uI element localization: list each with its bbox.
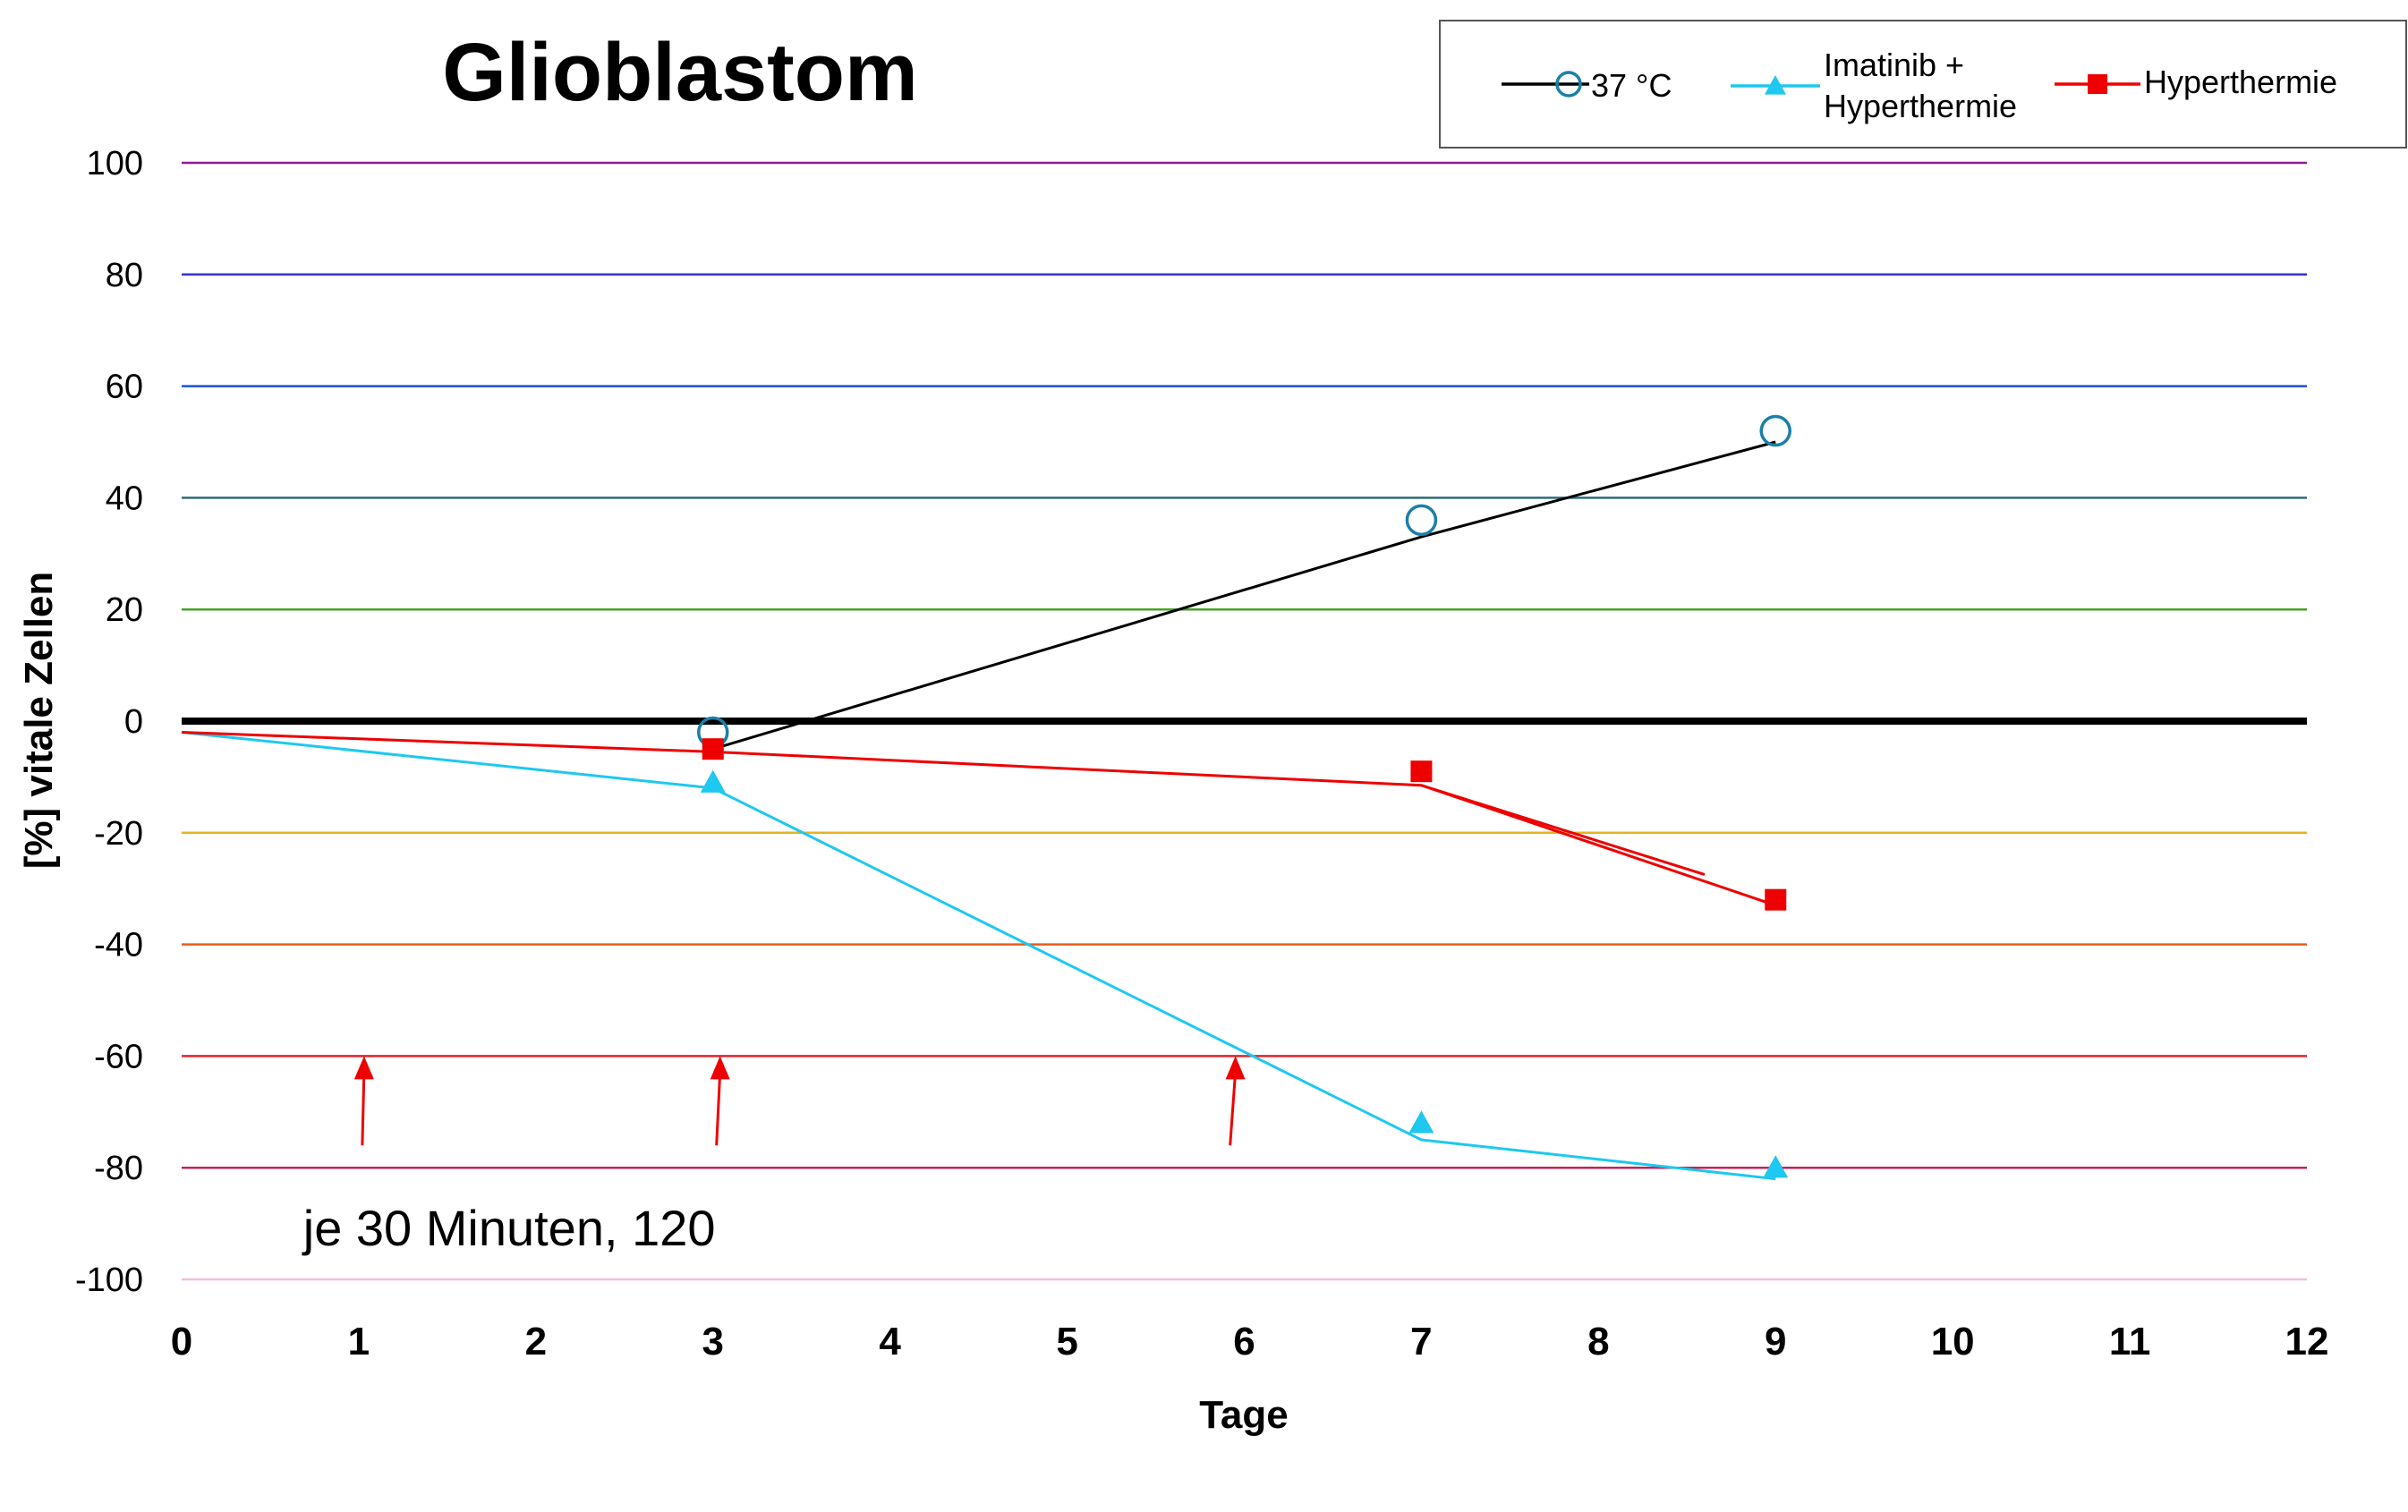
data-point xyxy=(2088,74,2107,94)
legend-label: Hyperthermie xyxy=(1824,88,2017,124)
x-tick-label: 11 xyxy=(2109,1320,2151,1363)
series-lines xyxy=(181,440,1776,1181)
legend-label: Imatinib + xyxy=(1824,47,1964,83)
y-tick-label: -60 xyxy=(94,1038,143,1075)
legend: 37 °C Imatinib + Hyperthermie Hyperthermie xyxy=(1439,20,2407,149)
treatment-arrow xyxy=(710,1056,730,1146)
annotation-text: je 30 Minuten, 120 xyxy=(302,1200,716,1256)
data-point xyxy=(1765,888,1787,911)
x-tick-label: 4 xyxy=(879,1320,901,1363)
x-tick-label: 10 xyxy=(1931,1320,1975,1363)
legend-entry: 37 °C xyxy=(1502,67,1672,104)
data-point xyxy=(1405,504,1438,537)
y-tick-label: -20 xyxy=(94,815,143,853)
x-tick-label: 6 xyxy=(1233,1320,1255,1363)
legend-label: 37 °C xyxy=(1591,67,1672,104)
treatment-arrow xyxy=(353,1056,374,1146)
y-axis-ticks: 100 80 60 40 20 0 -20 -40 -60 -80 -100 xyxy=(75,145,143,1299)
data-point xyxy=(1555,71,1582,98)
chart-title: Glioblastom xyxy=(442,27,918,118)
x-axis-ticks: 0 1 2 3 4 5 6 7 8 9 10 11 12 xyxy=(171,1320,2329,1363)
x-tick-label: 12 xyxy=(2285,1320,2329,1363)
y-tick-label: 80 xyxy=(106,257,143,294)
series-markers xyxy=(697,414,1791,1178)
legend-entry: Imatinib + Hyperthermie xyxy=(1731,47,2017,124)
x-tick-label: 0 xyxy=(171,1320,192,1363)
data-point xyxy=(700,769,726,793)
y-tick-label: 20 xyxy=(106,591,143,629)
y-tick-label: 60 xyxy=(106,369,143,406)
series-line xyxy=(712,440,1776,751)
x-axis-label: Tage xyxy=(1199,1393,1288,1437)
arrow-shaft xyxy=(715,1072,722,1146)
x-tick-label: 3 xyxy=(702,1320,724,1363)
y-tick-label: 100 xyxy=(87,145,143,183)
treatment-arrow xyxy=(1225,1056,1246,1146)
gridlines xyxy=(182,161,2307,1281)
arrow-head xyxy=(710,1056,730,1080)
data-point xyxy=(702,738,724,760)
y-axis-label: [%] vitale Zellen xyxy=(17,572,61,870)
arrow-shaft xyxy=(1229,1072,1238,1146)
arrow-head xyxy=(1225,1056,1246,1080)
data-point xyxy=(1410,760,1433,783)
arrow-shaft xyxy=(361,1072,366,1146)
data-point xyxy=(1759,414,1791,447)
series-line-extra xyxy=(1420,784,1706,877)
y-tick-label: -100 xyxy=(75,1261,143,1299)
x-tick-label: 1 xyxy=(348,1320,370,1363)
y-tick-label: -40 xyxy=(94,927,143,964)
x-tick-label: 7 xyxy=(1410,1320,1432,1363)
data-point xyxy=(1408,1110,1434,1134)
annotations: je 30 Minuten, 120 xyxy=(302,1200,716,1256)
legend-label: Hyperthermie xyxy=(2144,64,2337,100)
treatment-arrows xyxy=(353,1056,1246,1146)
x-tick-label: 5 xyxy=(1056,1320,1077,1363)
legend-entry: Hyperthermie xyxy=(2055,64,2337,100)
y-tick-label: 40 xyxy=(106,480,143,517)
y-tick-label: -80 xyxy=(94,1150,143,1187)
y-tick-label: 0 xyxy=(124,703,143,741)
x-tick-label: 2 xyxy=(525,1320,547,1363)
legend-box xyxy=(1439,20,2407,149)
data-point xyxy=(1763,1155,1789,1178)
series-line xyxy=(181,730,1776,1181)
x-tick-label: 9 xyxy=(1765,1320,1786,1363)
arrow-head xyxy=(353,1056,374,1080)
x-tick-label: 8 xyxy=(1587,1320,1609,1363)
data-point xyxy=(1765,75,1786,95)
series-line xyxy=(181,730,1776,907)
